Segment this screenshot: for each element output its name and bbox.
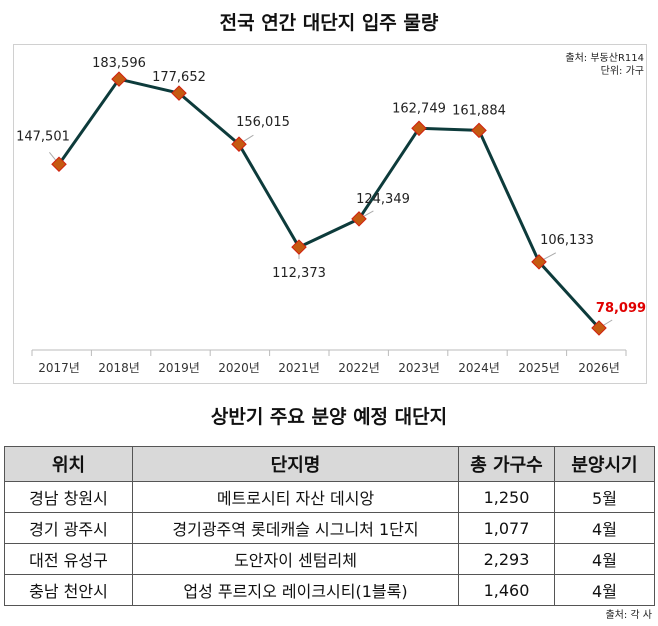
cell-location: 대전 유성구 <box>4 543 133 575</box>
header-name: 단지명 <box>132 446 459 482</box>
data-label: 147,501 <box>16 129 70 144</box>
line-chart: 2017년 2018년 2019년 2020년 2021년 2022년 2023년 2024년… <box>16 56 646 375</box>
x-tick-label: 2025년 <box>518 361 560 375</box>
data-label: 183,596 <box>92 56 146 71</box>
x-tick-label: 2021년 <box>278 361 320 375</box>
data-point <box>471 122 487 139</box>
cell-location: 충남 천안시 <box>4 574 133 606</box>
table-header-row: 위치 단지명 총 가구수 분양시기 <box>4 446 655 482</box>
cell-location: 경남 창원시 <box>4 481 133 513</box>
x-tick-label: 2019년 <box>158 361 200 375</box>
data-label: 106,133 <box>540 233 594 248</box>
cell-name: 업성 푸르지오 레이크시티(1블록) <box>132 574 459 606</box>
data-point <box>411 120 427 137</box>
cell-units: 2,293 <box>458 543 555 575</box>
table-source: 출처: 각 사 <box>605 610 652 621</box>
unit-text: 단위: 가구 <box>600 66 644 77</box>
header-location: 위치 <box>4 446 133 482</box>
cell-location: 경기 광주시 <box>4 512 133 544</box>
x-tick-label: 2018년 <box>98 361 140 375</box>
data-point <box>171 85 187 101</box>
chart-title: 전국 연간 대단지 입주 물량 <box>219 12 439 34</box>
cell-name: 메트로시티 자산 데시앙 <box>132 481 459 513</box>
cell-timing: 4월 <box>554 543 655 575</box>
chart-source: 출처: 부동산R114 단위: 가구 <box>565 52 644 78</box>
data-point <box>111 71 127 87</box>
data-point <box>531 254 547 270</box>
x-tick-label: 2024년 <box>458 361 500 375</box>
series-line <box>57 77 601 330</box>
data-point <box>291 239 307 255</box>
data-label: 112,373 <box>272 266 326 281</box>
table-title: 상반기 주요 분양 예정 대단지 <box>210 406 448 428</box>
chart-area: 2017년 2018년 2019년 2020년 2021년 2022년 2023년 2024년… <box>13 44 647 384</box>
complex-table: 위치 단지명 총 가구수 분양시기 경남 창원시 메트로시티 자산 데시앙 1,25… <box>4 446 655 606</box>
data-label: 124,349 <box>356 192 410 207</box>
table-row: 대전 유성구 도안자이 센텀리체 2,293 4월 <box>4 543 655 575</box>
data-point <box>351 211 367 227</box>
x-tick-label: 2023년 <box>398 361 440 375</box>
cell-timing: 5월 <box>554 481 655 513</box>
cell-name: 도안자이 센텀리체 <box>132 543 459 575</box>
data-label: 78,099 <box>596 301 646 316</box>
cell-units: 1,250 <box>458 481 555 513</box>
header-timing: 분양시기 <box>554 446 655 482</box>
x-tick-label: 2020년 <box>218 361 260 375</box>
data-label: 162,749 <box>392 101 446 116</box>
cell-units: 1,077 <box>458 512 555 544</box>
table-row: 경기 광주시 경기광주역 롯데캐슬 시그니처 1단지 1,077 4월 <box>4 512 655 544</box>
x-tick-label: 2022년 <box>338 361 380 375</box>
table-row: 충남 천안시 업성 푸르지오 레이크시티(1블록) 1,460 4월 <box>4 574 655 606</box>
cell-name: 경기광주역 롯데캐슬 시그니처 1단지 <box>132 512 459 544</box>
data-point <box>591 320 607 336</box>
cell-timing: 4월 <box>554 512 655 544</box>
data-point <box>51 156 67 173</box>
data-point <box>231 136 247 152</box>
x-tick-label: 2017년 <box>38 361 80 375</box>
data-label: 161,884 <box>452 103 506 118</box>
x-tick-label: 2026년 <box>578 361 620 375</box>
source-text: 출처: 부동산R114 <box>565 53 644 64</box>
data-label: 177,652 <box>152 70 206 85</box>
cell-units: 1,460 <box>458 574 555 606</box>
cell-timing: 4월 <box>554 574 655 606</box>
header-units: 총 가구수 <box>458 446 555 482</box>
table-row: 경남 창원시 메트로시티 자산 데시앙 1,250 5월 <box>4 481 655 513</box>
data-label: 156,015 <box>236 115 290 130</box>
